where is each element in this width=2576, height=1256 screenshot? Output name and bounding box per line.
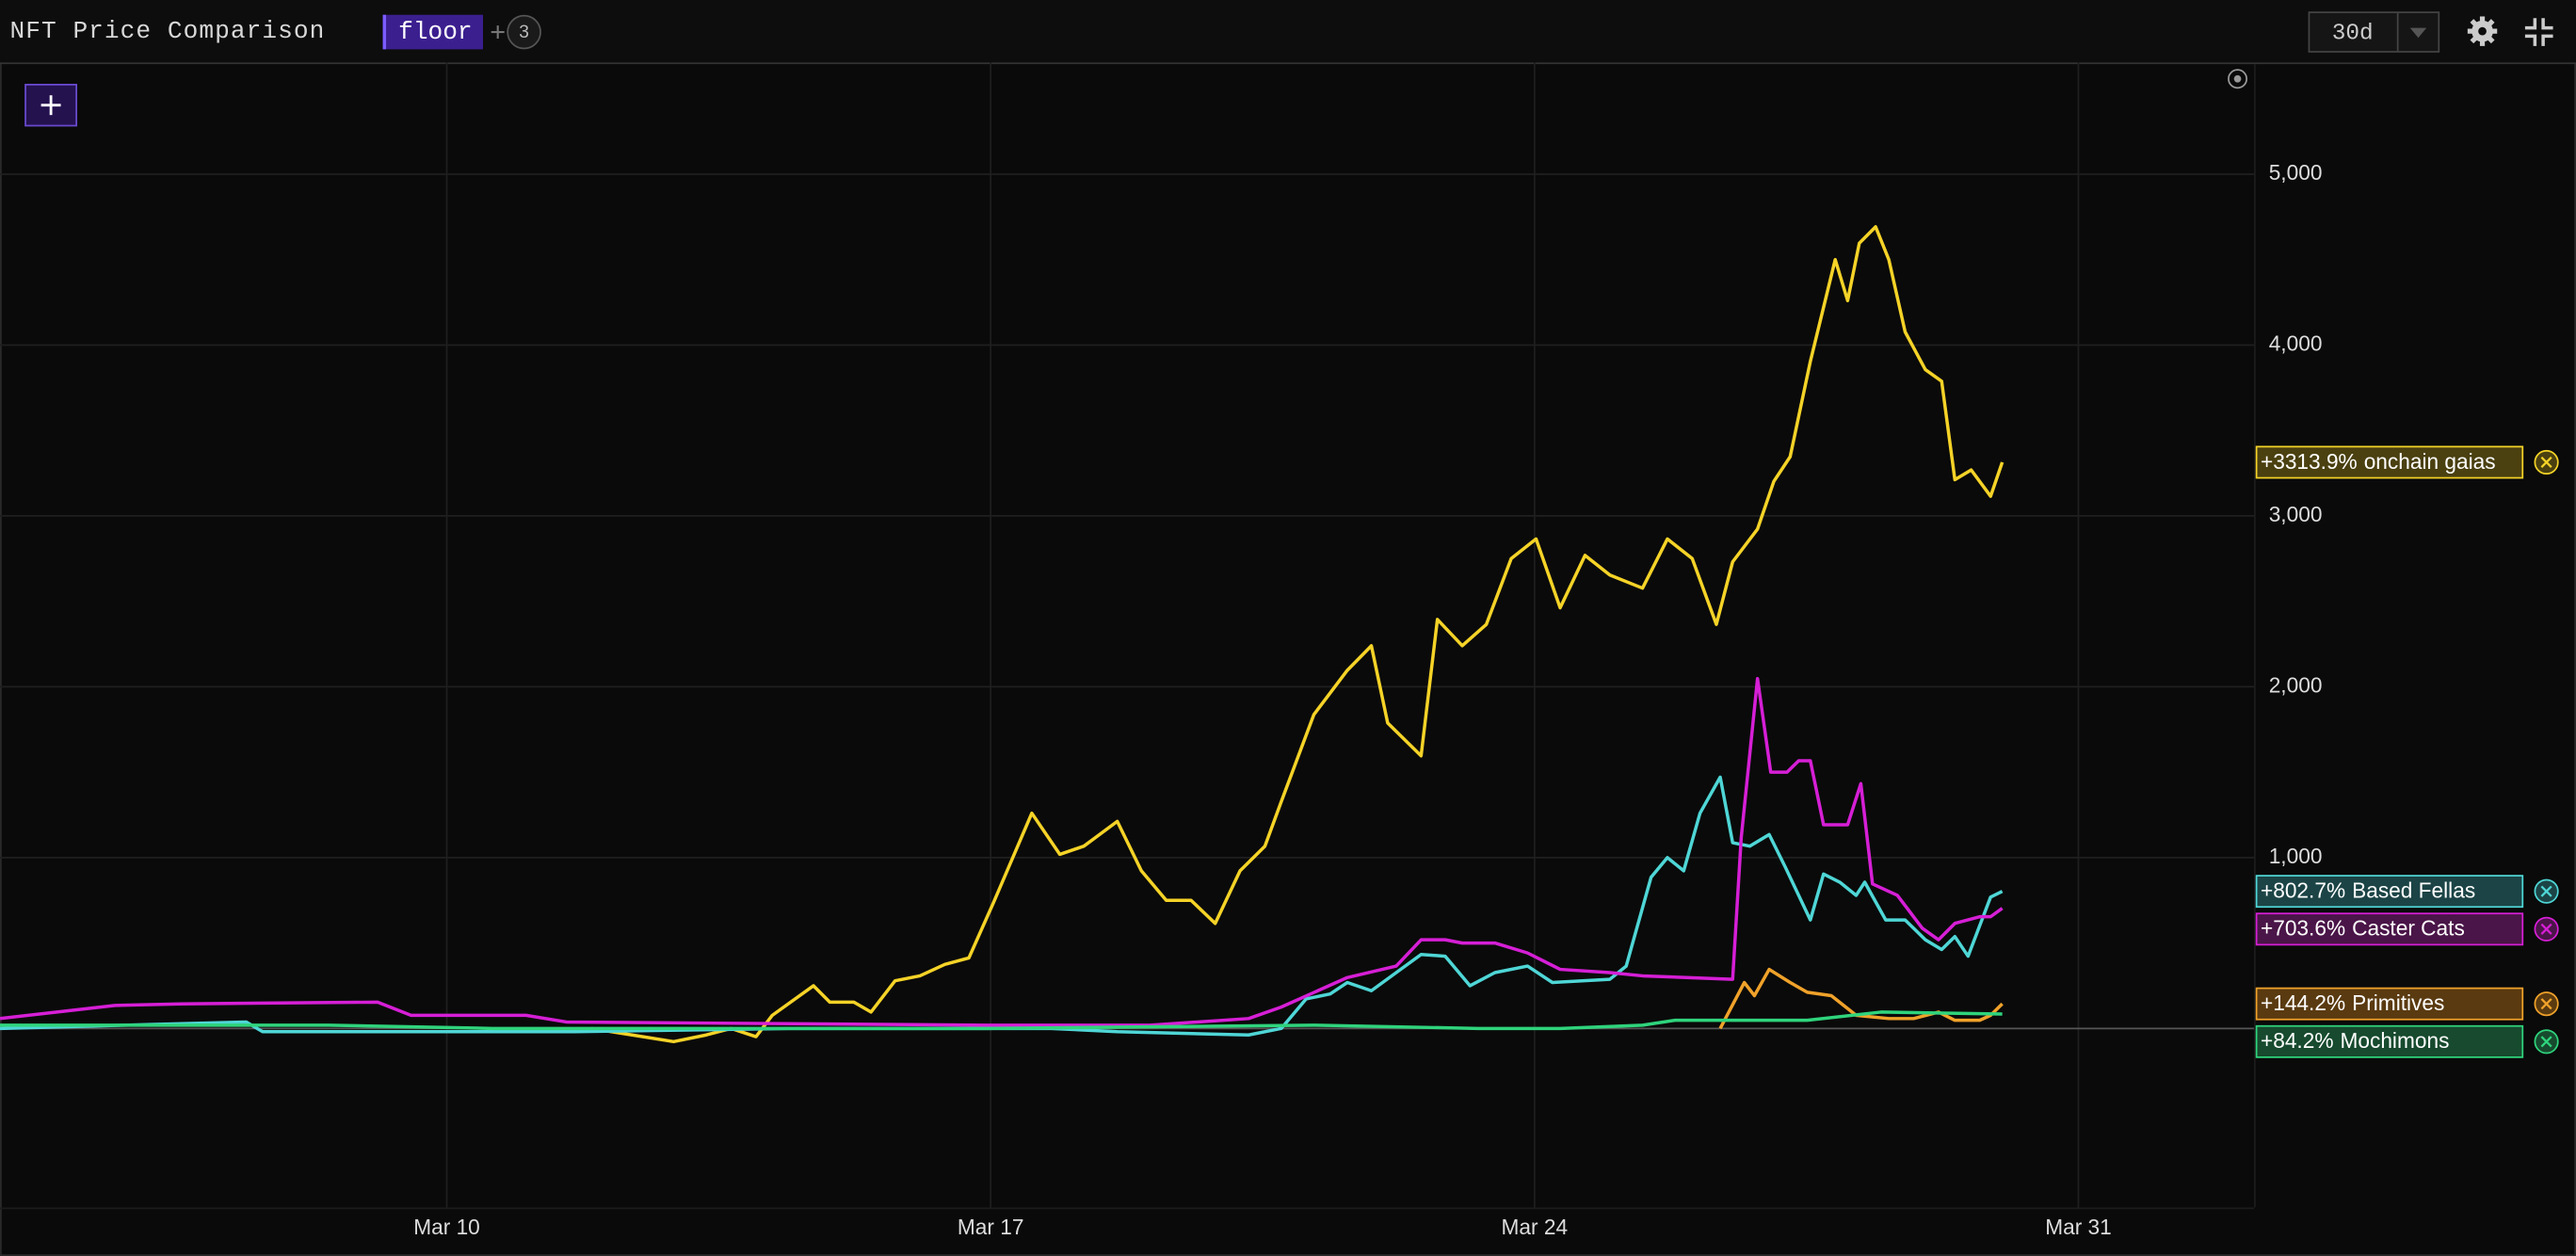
x-tick-label: Mar 31	[2045, 1215, 2112, 1239]
crosshair-ring[interactable]	[2228, 69, 2248, 89]
legend-item[interactable]: +144.2% Primitives	[2255, 987, 2559, 1021]
range-label[interactable]: 30d	[2332, 21, 2374, 46]
legend-name: Mochimons	[2340, 1028, 2449, 1053]
x-tick-label: Mar 17	[958, 1215, 1024, 1239]
remove-icon[interactable]	[2540, 1036, 2552, 1048]
legend-label: +802.7% Based Fellas	[2261, 878, 2475, 903]
legend-box[interactable]	[2255, 987, 2524, 1021]
legend-item[interactable]: +802.7% Based Fellas	[2255, 875, 2559, 909]
plot	[0, 225, 2004, 1044]
range-caret[interactable]	[2409, 27, 2427, 39]
legend-change: +3313.9%	[2261, 449, 2358, 474]
series-line	[0, 676, 2004, 1027]
metric-chip-bg[interactable]	[382, 14, 483, 50]
legend-name: Based Fellas	[2352, 878, 2475, 903]
toolbar-title: NFT Price Comparison	[9, 17, 325, 45]
legend-change: +703.6%	[2261, 916, 2345, 941]
crosshair-dot	[2233, 74, 2242, 83]
y-tick-label: 4,000	[2269, 330, 2323, 355]
legend-item[interactable]: +84.2% Mochimons	[2255, 1024, 2559, 1058]
series-line	[590, 225, 2004, 1044]
x-tick-label: Mar 10	[413, 1215, 480, 1239]
legend-label: +3313.9% onchain gaias	[2261, 449, 2496, 474]
gear-hole	[2478, 26, 2487, 36]
legend-change: +84.2%	[2261, 1028, 2334, 1053]
legend-label: +703.6% Caster Cats	[2261, 916, 2465, 941]
legend-change: +144.2%	[2261, 990, 2345, 1015]
add-button[interactable]	[24, 84, 78, 127]
settings-button[interactable]	[2467, 16, 2498, 46]
legend-item[interactable]: +703.6% Caster Cats	[2255, 912, 2559, 946]
legend-box[interactable]	[2255, 445, 2524, 479]
y-tick-label: 2,000	[2269, 672, 2323, 697]
y-tick-label: 3,000	[2269, 502, 2323, 526]
legend-item[interactable]: +3313.9% onchain gaias	[2255, 445, 2559, 479]
count-badge-label[interactable]: 3	[519, 23, 529, 42]
legend-box[interactable]	[2255, 875, 2524, 909]
legend-name: Primitives	[2352, 990, 2444, 1015]
legend-label: +144.2% Primitives	[2261, 990, 2444, 1015]
collapse-button[interactable]	[2524, 18, 2553, 46]
metric-chip-edge	[382, 14, 387, 50]
series-line	[0, 1010, 2003, 1031]
legend-name: onchain gaias	[2364, 449, 2496, 474]
metric-chip-label[interactable]: floor	[398, 18, 472, 46]
legend-box[interactable]	[2255, 1024, 2524, 1058]
crosshair-toggle[interactable]	[2228, 69, 2248, 89]
legend: +3313.9% onchain gaias +802.7% Based Fellas…	[2255, 445, 2559, 1058]
y-tick-label: 1,000	[2269, 844, 2323, 868]
remove-icon[interactable]	[2540, 885, 2552, 897]
y-tick-label: 5,000	[2269, 160, 2323, 185]
series-line	[0, 775, 2004, 1037]
count-badge[interactable]: 3	[507, 14, 541, 50]
plus-icon	[491, 25, 505, 40]
remove-icon[interactable]	[2540, 923, 2552, 935]
range-select[interactable]: 30d	[2308, 11, 2440, 53]
x-tick-label: Mar 24	[1502, 1215, 1569, 1239]
remove-icon[interactable]	[2540, 998, 2552, 1010]
metric-chip[interactable]: floor	[382, 14, 483, 50]
legend-change: +802.7%	[2261, 878, 2345, 903]
legend-box[interactable]	[2255, 912, 2524, 946]
count-badge-circle[interactable]	[507, 14, 541, 50]
legend-name: Caster Cats	[2352, 916, 2465, 941]
legend-label: +84.2% Mochimons	[2261, 1028, 2449, 1053]
remove-icon[interactable]	[2540, 456, 2552, 469]
